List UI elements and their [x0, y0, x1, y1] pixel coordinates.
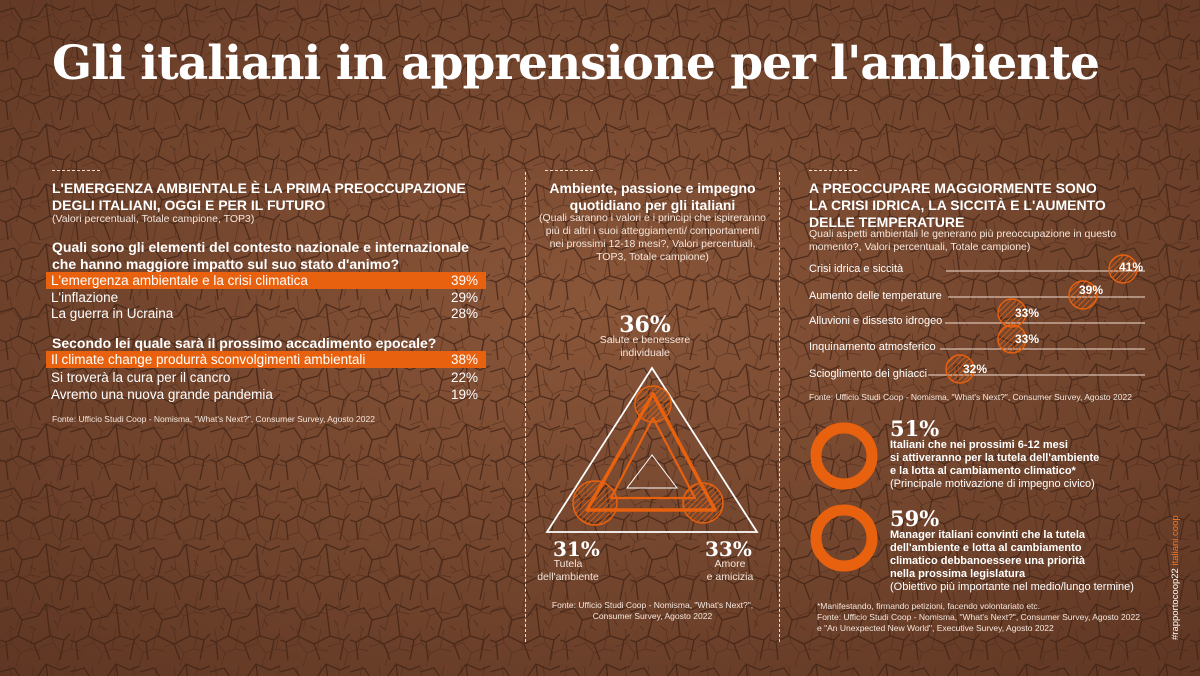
right-note: Quali aspetti ambientali le generano più…: [809, 228, 1117, 253]
right-label: Amore e amicizia: [706, 558, 754, 583]
concern-dot-chart: [928, 254, 1145, 384]
q2-row: Avremo una nuova grande pandemia 19%: [51, 387, 478, 402]
concern-value: 33%: [1015, 332, 1040, 346]
right-source: Fonte: Ufficio Studi Coop - Nomisma, "Wh…: [809, 392, 1132, 402]
concern-value: 39%: [1079, 283, 1104, 297]
stat1-text: Italiani che nei prossimi 6-12 mesi si a…: [890, 439, 1100, 490]
stat1-percentage: 51%: [890, 416, 940, 441]
concern-label: Crisi idrica e siccità: [809, 263, 904, 275]
q1-row: L'inflazione 29%: [51, 290, 478, 305]
middle-source: Fonte: Ufficio Studi Coop - Nomisma, "Wh…: [551, 600, 754, 621]
q2-row: Si troverà la cura per il cancro 22%: [51, 370, 478, 385]
question-2: Secondo lei quale sarà il prossimo accad…: [52, 335, 437, 351]
top-label: Salute e benessere individuale: [599, 334, 691, 359]
triangle-outline: [545, 366, 759, 533]
q2-row: Il climate change produrrà sconvolgiment…: [46, 351, 486, 368]
triangle-radar-chart: [545, 366, 759, 533]
left-label: Tutela dell'ambiente: [537, 558, 599, 583]
ring-51-percent: [810, 422, 878, 490]
vertical-hashtag: #rapportocoop22 italiani.coop: [1170, 515, 1181, 640]
dot-ghiacci: [945, 354, 975, 384]
concern-label: Scioglimento dei ghiacci: [809, 368, 928, 380]
middle-divider: [545, 170, 593, 171]
right-footnote: *Manifestando, firmando petizioni, facen…: [817, 601, 1140, 633]
left-source: Fonte: Ufficio Studi Coop - Nomisma, "Wh…: [52, 414, 375, 424]
left-percentage: 31%: [553, 537, 600, 561]
triangle-inner: [625, 454, 679, 489]
concern-label: Alluvioni e dissesto idrogeo: [809, 315, 943, 327]
top-percentage: 36%: [619, 312, 671, 338]
question-1: Quali sono gli elementi del contesto naz…: [52, 239, 469, 272]
concern-label: Inquinamento atmosferico: [809, 341, 936, 353]
right-divider: [809, 170, 857, 171]
right-heading: A PREOCCUPARE MAGGIORMENTE SONO LA CRISI…: [809, 180, 1106, 230]
concern-label: Aumento delle temperature: [809, 290, 942, 302]
middle-note: (Quali saranno i valori e i principi che…: [538, 212, 767, 263]
marker-left: [572, 480, 618, 526]
data-triangle-inner: [609, 416, 697, 500]
stat2-percentage: 59%: [890, 506, 940, 531]
concern-value: 32%: [963, 362, 988, 376]
page-title: Gli italiani in apprensione per l'ambien…: [52, 36, 1100, 91]
data-triangle-outer: [585, 392, 717, 512]
left-divider: [52, 170, 100, 171]
left-heading: L'EMERGENZA AMBIENTALE È LA PRIMA PREOCC…: [52, 180, 466, 213]
dot-crisi-idrica: [1108, 254, 1138, 284]
dot-temperature: [1068, 280, 1098, 310]
left-note: (Valori percentuali, Totale campione, TO…: [52, 213, 255, 225]
q1-row: La guerra in Ucraina 28%: [51, 306, 478, 321]
q1-row: L'emergenza ambientale e la crisi climat…: [46, 272, 486, 289]
ring-59-percent: [810, 504, 878, 572]
concern-value: 41%: [1119, 260, 1144, 274]
stat2-text: Manager italiani convinti che la tutela …: [890, 529, 1134, 593]
separator-middle-left: [525, 172, 526, 642]
dot-inquinamento: [997, 324, 1027, 354]
right-percentage: 33%: [705, 537, 752, 561]
middle-heading: Ambiente, passione e impegno quotidiano …: [549, 180, 756, 213]
separator-middle-right: [779, 172, 780, 642]
concern-value: 33%: [1015, 306, 1040, 320]
